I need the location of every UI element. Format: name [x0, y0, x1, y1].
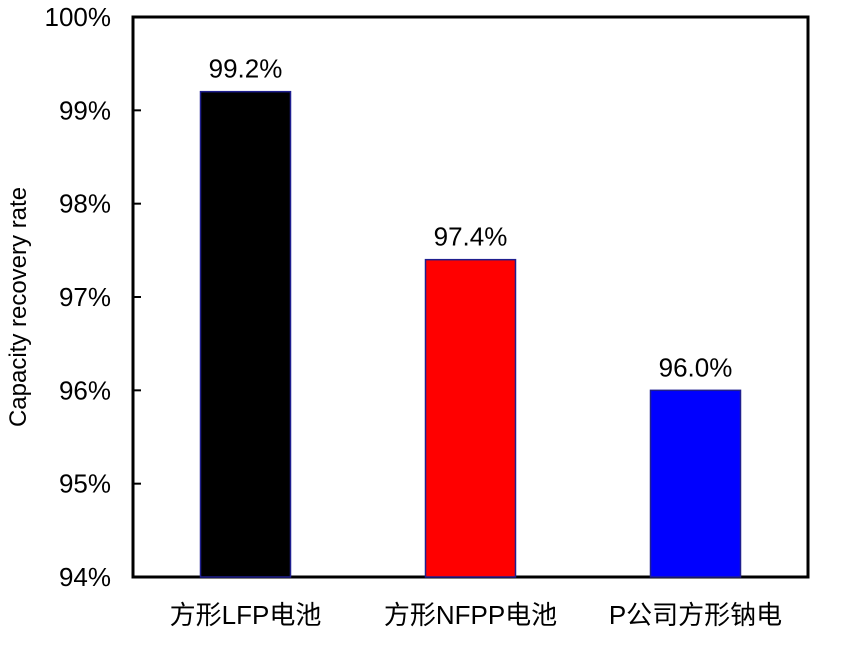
- y-tick-label: 97%: [59, 282, 111, 312]
- y-axis-title: Capacity recovery rate: [5, 187, 32, 427]
- data-label: 97.4%: [434, 222, 508, 252]
- y-tick-label: 95%: [59, 469, 111, 499]
- y-axis-tick-labels: 94% 95% 96% 97% 98% 99% 100%: [45, 2, 112, 592]
- bar: [199, 90, 292, 578]
- bar: [649, 389, 742, 578]
- bars: [199, 90, 742, 578]
- category-label: P公司方形钠电: [609, 600, 782, 630]
- data-labels: 99.2% 97.4% 96.0%: [209, 54, 733, 383]
- y-axis-ticks: [133, 16, 141, 578]
- data-label: 99.2%: [209, 54, 283, 84]
- y-tick-label: 100%: [45, 2, 112, 32]
- y-tick-label: 99%: [59, 95, 111, 125]
- data-label: 96.0%: [659, 352, 733, 382]
- category-labels: 方形LFP电池 方形NFPP电池 P公司方形钠电: [170, 600, 783, 630]
- bar: [424, 258, 517, 578]
- category-label: 方形LFP电池: [170, 600, 322, 630]
- y-tick-label: 96%: [59, 375, 111, 405]
- y-tick-label: 98%: [59, 189, 111, 219]
- y-tick-label: 94%: [59, 562, 111, 592]
- category-label: 方形NFPP电池: [384, 600, 557, 630]
